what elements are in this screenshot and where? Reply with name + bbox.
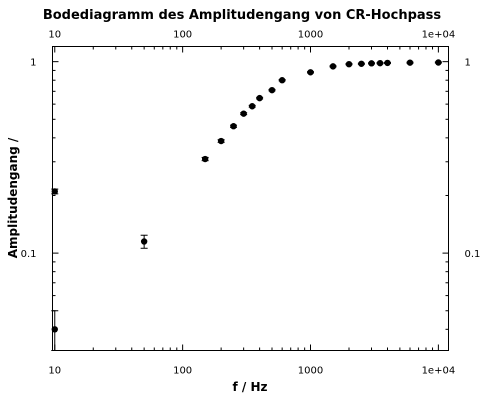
data-point bbox=[345, 60, 353, 68]
data-point bbox=[51, 310, 59, 351]
data-point bbox=[201, 155, 209, 163]
x-tick-label-top: 100 bbox=[173, 30, 192, 41]
data-point bbox=[51, 188, 59, 195]
data-point bbox=[268, 86, 276, 94]
x-tick-label-top: 1000 bbox=[298, 30, 323, 41]
marker bbox=[217, 137, 225, 145]
data-point bbox=[406, 59, 414, 66]
marker bbox=[358, 60, 365, 67]
data-point bbox=[140, 234, 148, 249]
data-point bbox=[248, 103, 256, 110]
marker bbox=[376, 59, 384, 67]
axis-ticks: 10 10 100 100 1000 1000 1e+04 1e+04 0.1 0.1 1 1 bbox=[21, 30, 481, 377]
marker bbox=[368, 60, 375, 67]
data-point bbox=[230, 123, 238, 130]
y-tick-label-right: 1 bbox=[465, 58, 471, 69]
marker bbox=[240, 110, 247, 117]
x-tick-label-top: 10 bbox=[48, 30, 61, 41]
marker bbox=[201, 155, 209, 163]
data-point bbox=[240, 110, 248, 117]
marker bbox=[51, 188, 58, 195]
data-point bbox=[376, 59, 384, 67]
x-tick-label-bottom: 1e+04 bbox=[422, 366, 456, 377]
y-tick-label-right: 0.1 bbox=[465, 249, 481, 260]
y-tick-label-left: 1 bbox=[30, 58, 36, 69]
data-point bbox=[278, 77, 286, 84]
plot-frame bbox=[52, 46, 449, 351]
x-tick-label-bottom: 1000 bbox=[298, 366, 323, 377]
marker bbox=[249, 103, 256, 110]
x-tick-label-bottom: 100 bbox=[173, 366, 192, 377]
data-points bbox=[51, 59, 442, 351]
data-point bbox=[357, 60, 365, 67]
data-point bbox=[307, 69, 315, 76]
x-tick-label-top: 1e+04 bbox=[422, 30, 456, 41]
marker bbox=[268, 86, 276, 94]
data-point bbox=[383, 59, 391, 67]
marker bbox=[140, 238, 148, 245]
marker bbox=[384, 59, 391, 67]
data-point bbox=[217, 137, 225, 145]
marker bbox=[51, 326, 58, 333]
marker bbox=[329, 63, 337, 70]
marker bbox=[307, 69, 314, 76]
x-tick-label-bottom: 10 bbox=[48, 366, 61, 377]
marker bbox=[278, 77, 286, 84]
marker bbox=[406, 59, 414, 66]
data-point bbox=[368, 60, 376, 67]
y-axis-label: Amplitudengang / bbox=[6, 137, 20, 258]
marker bbox=[230, 123, 237, 130]
data-point bbox=[434, 59, 442, 66]
marker bbox=[345, 60, 353, 68]
data-point bbox=[329, 63, 337, 70]
x-axis-label: f / Hz bbox=[233, 380, 268, 394]
marker bbox=[256, 94, 263, 102]
y-tick-label-left: 0.1 bbox=[21, 249, 37, 260]
marker bbox=[435, 59, 442, 66]
data-point bbox=[256, 94, 264, 102]
chart-title: Bodediagramm des Amplitudengang von CR-H… bbox=[43, 8, 442, 23]
